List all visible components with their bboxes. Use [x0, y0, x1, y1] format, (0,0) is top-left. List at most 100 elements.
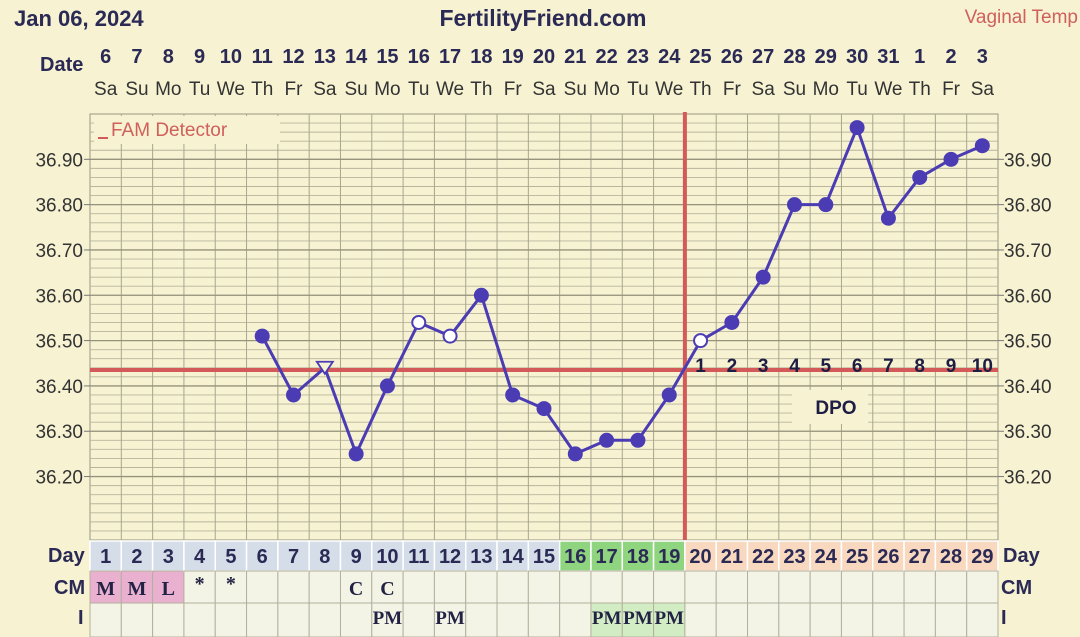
cycle-day-cell: [840, 540, 874, 572]
weekday-label: Mo: [155, 79, 181, 100]
temp-point: [724, 314, 740, 330]
temp-point: [567, 446, 583, 462]
temp-point: [974, 138, 990, 154]
date-number: 27: [752, 46, 774, 68]
cycle-day-number: 25: [846, 546, 868, 568]
cm-cell: [778, 570, 811, 604]
temperature-line: [260, 126, 983, 456]
intercourse-cell: [339, 602, 373, 637]
temp-point: [912, 169, 928, 185]
y-tick-label-right: 36.50: [1004, 332, 1052, 353]
cm-row-label-right: CM: [1001, 577, 1032, 599]
intercourse-cell: [840, 602, 874, 637]
y-tick-label: 36.50: [35, 332, 83, 353]
dpo-number: 6: [852, 356, 863, 377]
date-number: 10: [220, 46, 242, 68]
dpo-number: 2: [727, 356, 738, 377]
y-tick-label-right: 36.90: [1004, 150, 1052, 171]
cycle-day-number: 5: [225, 546, 236, 568]
dpo-number: 7: [883, 356, 894, 377]
dpo-layer: DPO 1 2 3 4 5 6 7 8 9 10: [695, 356, 993, 424]
weekday-label: Th: [470, 79, 492, 100]
weekday-label: Mo: [813, 79, 839, 100]
cm-value: M: [96, 578, 115, 600]
temp-point: [786, 197, 802, 213]
weekday-label: Su: [783, 79, 806, 100]
cm-cell: [433, 570, 467, 604]
cycle-day-number: 12: [439, 546, 461, 568]
dpo-number: 4: [789, 356, 800, 377]
dpo-number: 1: [695, 356, 706, 377]
intercourse-cell: [308, 602, 341, 637]
temp-point: [849, 120, 865, 136]
dpo-number: 3: [758, 356, 769, 377]
y-tick-label-right: 36.30: [1004, 422, 1052, 443]
date-number: 29: [815, 46, 837, 68]
intercourse-value: PM: [592, 608, 622, 629]
intercourse-cell: [402, 602, 435, 637]
cycle-day-number: 1: [100, 546, 111, 568]
cm-value: L: [162, 578, 175, 600]
cm-cell: [684, 570, 717, 604]
cycle-day-number: 14: [502, 546, 525, 568]
i-row-label-right: I: [1001, 607, 1007, 629]
date-row-label: Date: [40, 54, 83, 76]
cycle-day-number: 11: [408, 546, 429, 568]
cycle-day-cell: [590, 540, 624, 572]
cycle-day-number: 22: [752, 546, 774, 568]
weekday-label: Th: [251, 79, 273, 100]
cycle-day-number: 15: [533, 546, 555, 568]
intercourse-value: PM: [373, 608, 403, 629]
y-tick-label: 36.90: [35, 150, 83, 171]
temperature-series: [254, 120, 990, 462]
weekday-label: Tu: [408, 79, 429, 100]
temp-point: [818, 197, 834, 213]
temp-point: [536, 401, 552, 417]
weekday-label: Sa: [94, 79, 118, 100]
date-number: 21: [564, 46, 586, 68]
intercourse-cell: [246, 602, 279, 637]
date-number: 20: [533, 46, 555, 68]
y-tick-label: 36.20: [35, 468, 83, 489]
cm-cell: [371, 570, 404, 604]
cm-cell: [527, 570, 561, 604]
cm-cell: [653, 570, 686, 604]
intercourse-cell: [89, 602, 122, 637]
date-number: 18: [470, 46, 492, 68]
date-number: 7: [131, 46, 142, 68]
weekday-label: We: [874, 79, 902, 100]
cm-cell: [402, 570, 435, 604]
date-number: 12: [282, 46, 304, 68]
date-number: 23: [627, 46, 649, 68]
intercourse-cell: [152, 602, 185, 637]
date-number: 2: [945, 46, 956, 68]
temp-point-open: [442, 328, 458, 344]
intercourse-cell: [120, 602, 154, 637]
weekday-label: Sa: [532, 79, 556, 100]
plot-area: [89, 113, 999, 541]
date-number: 3: [977, 46, 988, 68]
cm-cell: [246, 570, 279, 604]
date-number: 16: [408, 46, 430, 68]
cycle-day-cell: [339, 540, 373, 572]
temp-point: [599, 432, 615, 448]
cm-cell: [715, 570, 749, 604]
temp-point: [880, 210, 896, 226]
cycle-day-number: 19: [658, 546, 680, 568]
intercourse-cell: [747, 602, 780, 637]
weekday-label: We: [217, 79, 245, 100]
cycle-day-cell: [433, 540, 467, 572]
date-number: 15: [376, 46, 398, 68]
intercourse-cell: [966, 602, 999, 637]
cycle-day-number: 20: [689, 546, 711, 568]
temp-point: [755, 269, 771, 285]
intercourse-cell: [559, 602, 592, 637]
i-row-label: I: [78, 607, 84, 629]
temp-point: [348, 446, 364, 462]
date-number: 28: [783, 46, 805, 68]
intercourse-cell: [465, 602, 498, 637]
weekday-label: Su: [564, 79, 587, 100]
weekday-label: Tu: [627, 79, 648, 100]
date-header: 6Sa7Su8Mo9Tu10We11Th12Fr13Sa14Su15Mo16Tu…: [94, 46, 994, 100]
